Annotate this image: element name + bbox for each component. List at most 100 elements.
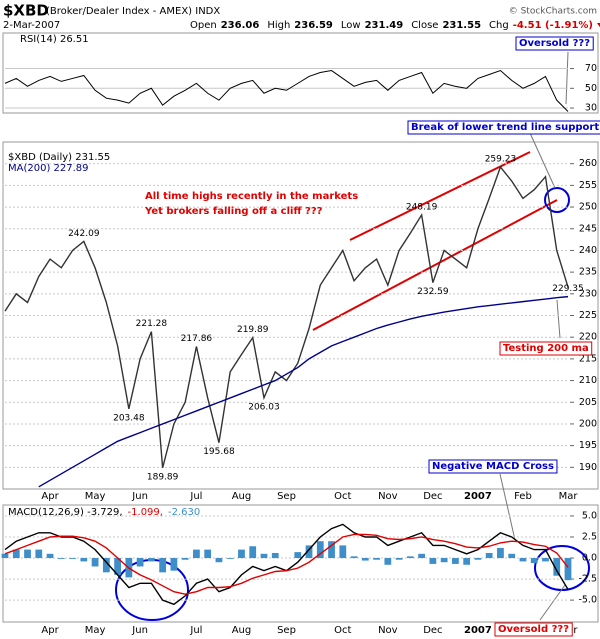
value-label: 189.89: [147, 472, 179, 482]
value-label: 229.35: [552, 284, 584, 294]
quote-value: 236.06: [221, 20, 260, 31]
date: 2-Mar-2007: [3, 20, 60, 31]
histogram-bar: [305, 545, 313, 559]
histogram-bar: [57, 558, 65, 559]
annotation-box: [494, 622, 573, 637]
legend-entry: RSI(14) 26.51: [20, 34, 89, 45]
series-line: [38, 295, 569, 488]
quote-value: 231.55: [442, 20, 481, 31]
value-label: 242.09: [68, 229, 100, 239]
histogram-bar: [350, 556, 358, 559]
histogram-bar: [406, 556, 414, 559]
histogram-bar: [452, 558, 459, 564]
x-tick-label: Feb: [514, 491, 532, 502]
y-tick-label: 250: [579, 202, 597, 213]
x-tick-label: Dec: [423, 625, 442, 636]
annotation-box: [499, 341, 593, 356]
histogram-bar: [148, 558, 155, 562]
source: © StockCharts.com: [509, 7, 597, 17]
histogram-bar: [80, 558, 88, 562]
quote-label: High: [267, 20, 290, 31]
y-tick-label: 220: [579, 332, 597, 343]
value-label: 195.68: [203, 447, 235, 457]
histogram-bar: [328, 541, 335, 559]
value-label: 217.86: [181, 334, 213, 344]
x-tick-label: May: [85, 491, 106, 502]
x-tick-label: Oct: [334, 625, 351, 636]
x-tick-label: Jul: [189, 625, 202, 636]
annotation: Break of lower trend line support: [411, 122, 599, 133]
y-tick-label: 245: [579, 223, 597, 234]
histogram-bar: [497, 547, 504, 559]
lower-trend-line: [312, 199, 558, 331]
histogram-bar: [553, 558, 561, 576]
histogram-bar: [384, 558, 392, 565]
histogram-bar: [530, 558, 538, 564]
x-tick-label: Aug: [232, 491, 252, 502]
y-tick-label: -2.5: [578, 574, 597, 585]
y-tick-label: 230: [579, 288, 597, 299]
histogram-bar: [114, 558, 121, 575]
histogram-bar: [91, 558, 99, 567]
y-tick-label: 205: [579, 397, 597, 408]
x-tick-label: 2007: [464, 625, 492, 636]
histogram-bar: [542, 558, 549, 562]
x-tick-label: Jun: [131, 491, 148, 502]
symbol: $XBD: [3, 2, 49, 20]
histogram-bar: [159, 558, 167, 573]
histogram-bar: [69, 558, 76, 559]
series-line: [4, 69, 569, 112]
annotation: Oversold ???: [498, 624, 569, 635]
y-tick-label: 260: [579, 158, 597, 169]
annotation: Negative MACD Cross: [432, 461, 554, 472]
y-tick-label: -5.0: [578, 595, 597, 606]
series-line: [4, 533, 569, 595]
histogram-bar: [215, 558, 223, 563]
y-tick-label: 30: [585, 103, 597, 114]
histogram-bar: [463, 558, 471, 565]
histogram-bar: [170, 558, 178, 571]
x-tick-label: Nov: [378, 625, 398, 636]
x-tick-label: Dec: [423, 491, 442, 502]
annotation: Testing 200 ma: [503, 343, 589, 354]
legend-entry: MACD(12,26,9) -3.729,: [8, 507, 123, 518]
histogram-bar: [204, 549, 212, 559]
annotation: Yet brokers falling off a cliff ???: [144, 206, 323, 217]
annotation-box: [428, 459, 558, 474]
x-tick-label: May: [85, 625, 106, 636]
price-panel: [2, 141, 599, 490]
histogram-bar: [271, 552, 279, 559]
histogram-bar: [361, 558, 369, 561]
histogram-bar: [226, 558, 234, 559]
legend-entry: -1.099,: [128, 507, 163, 518]
histogram-bar: [474, 558, 482, 560]
y-tick-label: 0.0: [582, 553, 597, 564]
histogram-bar: [508, 553, 516, 559]
x-tick-label: Nov: [378, 491, 398, 502]
histogram-bar: [485, 552, 493, 559]
y-tick-label: 210: [579, 375, 597, 386]
y-tick-label: 70: [585, 63, 597, 74]
quote-label: Chg: [489, 20, 509, 31]
y-tick-label: 225: [579, 310, 597, 321]
down-triangle: [597, 23, 600, 28]
value-label: 206.03: [248, 402, 280, 412]
rsi-panel: [2, 32, 599, 114]
histogram-bar: [238, 549, 245, 559]
legend-entry: MA(200) 227.89: [8, 163, 89, 174]
histogram-bar: [564, 558, 572, 581]
histogram-bar: [249, 546, 257, 559]
y-tick-label: 240: [579, 245, 597, 256]
histogram-bar: [35, 549, 43, 559]
x-tick-label: Apr: [41, 491, 59, 502]
x-tick-label: Sep: [277, 491, 296, 502]
y-tick-label: 200: [579, 418, 597, 429]
macd-panel: [2, 504, 599, 623]
x-tick-label: Sep: [277, 625, 296, 636]
histogram-bar: [440, 558, 448, 563]
x-tick-label: 2007: [464, 491, 492, 502]
y-tick-label: 235: [579, 267, 597, 278]
histogram-bar: [418, 553, 425, 559]
y-tick-label: 255: [579, 180, 597, 191]
